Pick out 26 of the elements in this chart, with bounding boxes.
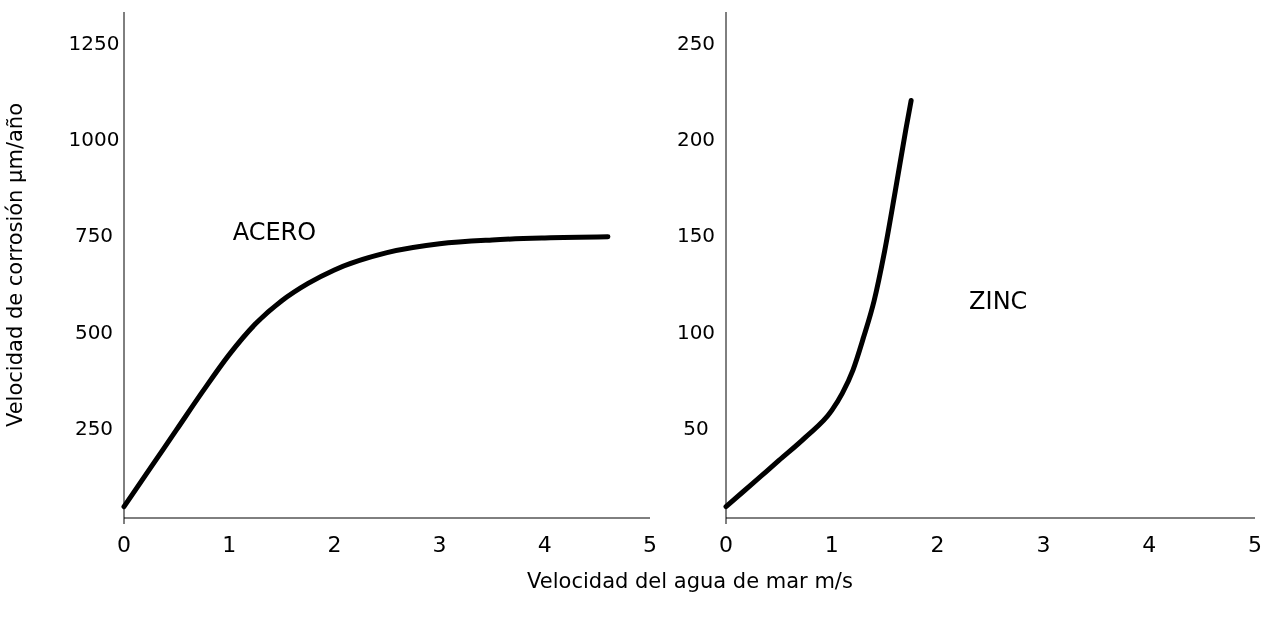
x-tick-label: 5 [643,532,657,557]
x-axis-title: Velocidad del agua de mar m/s [527,569,853,593]
y-tick-label: 1250 [68,30,120,55]
series-label: ACERO [232,217,317,246]
x-tick-label: 0 [719,532,733,557]
x-tick-label: 3 [1036,532,1051,557]
y-tick-label: 250 [74,415,114,440]
y-tick-label: 1000 [68,127,120,152]
x-tick-label: 2 [327,532,342,557]
x-tick-label: 1 [222,532,237,557]
y-tick-label: 200 [676,127,716,152]
y-tick-label: 50 [683,415,709,440]
x-tick-label: 4 [537,532,552,557]
x-tick-label: 2 [930,532,945,557]
y-tick-label: 250 [676,30,716,55]
y-tick-label: 100 [676,319,716,344]
y-tick-label: 500 [74,319,114,344]
x-tick-label: 1 [824,532,839,557]
x-tick-label: 5 [1248,532,1262,557]
y-tick-label: 750 [74,223,114,248]
y-tick-label: 150 [676,223,716,248]
x-tick-label: 4 [1142,532,1157,557]
text: ZINC [969,286,1028,315]
x-tick-label: 0 [117,532,131,557]
x-tick-label: 3 [432,532,447,557]
y-axis-title: Velocidad de corrosión µm/año [3,102,27,428]
